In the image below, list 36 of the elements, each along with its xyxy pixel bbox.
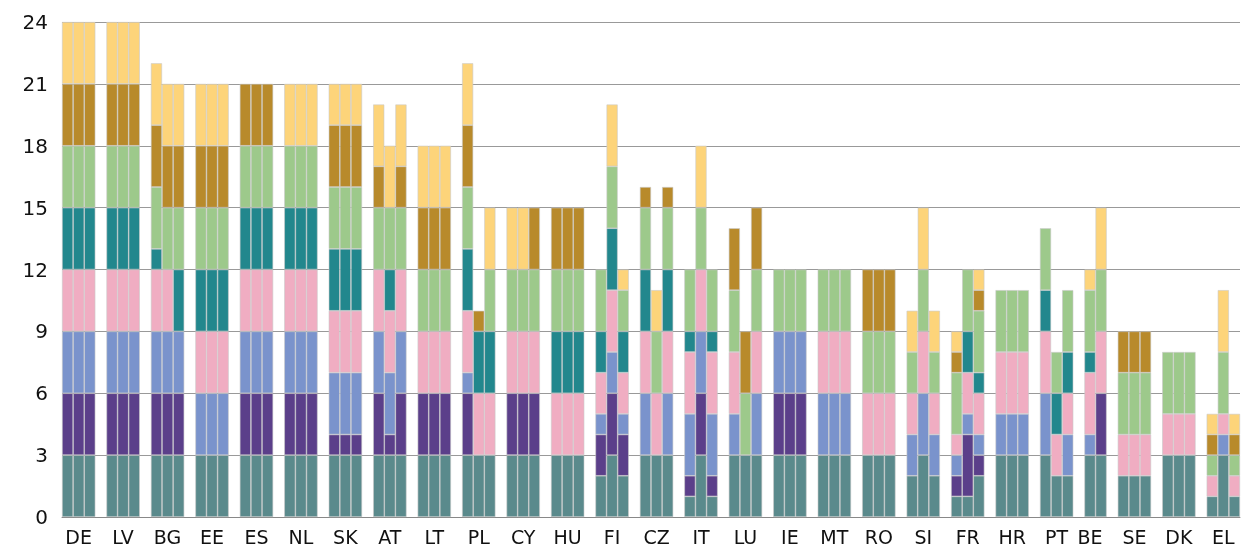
x-tick-label: FR — [955, 525, 980, 548]
x-tick-label: LU — [733, 525, 758, 548]
x-tick-label: EL — [1212, 525, 1236, 548]
x-tick-label: DK — [1165, 525, 1193, 548]
y-tick-label: 9 — [35, 319, 48, 344]
x-tick-label: CY — [510, 525, 536, 548]
x-tick-label: MT — [820, 525, 849, 548]
x-tick-label: FI — [603, 525, 621, 548]
x-tick-label: SK — [333, 525, 359, 548]
x-tick-label: IT — [692, 525, 710, 548]
x-tick-label: HU — [553, 525, 582, 548]
y-tick-label: 24 — [22, 10, 48, 34]
y-tick-label: 12 — [22, 257, 48, 282]
x-tick-label: IE — [781, 525, 799, 548]
y-tick-label: 18 — [22, 133, 48, 158]
x-tick-label: SE — [1122, 525, 1147, 548]
y-tick-label: 6 — [35, 381, 48, 406]
x-tick-label: NL — [288, 525, 314, 548]
x-tick-label: BE — [1077, 525, 1103, 548]
x-tick-label: PT — [1045, 525, 1069, 548]
x-tick-label: BG — [153, 525, 182, 548]
x-tick-label: PL — [467, 525, 491, 548]
x-tick-label: HR — [998, 525, 1026, 548]
x-tick-label: LV — [112, 525, 134, 548]
y-tick-label: 0 — [35, 505, 48, 529]
x-tick-label: AT — [378, 525, 402, 548]
x-tick-label: DE — [65, 525, 92, 548]
x-tick-label: SI — [914, 525, 933, 548]
y-tick-label: 3 — [35, 443, 48, 468]
x-tick-label: CZ — [643, 525, 670, 548]
x-tick-label: ES — [244, 525, 269, 548]
y-tick-label: 15 — [22, 195, 48, 220]
x-tick-label: LT — [424, 525, 445, 548]
x-tick-label: EE — [200, 525, 225, 548]
x-tick-label: RO — [864, 525, 893, 548]
y-tick-label: 21 — [22, 71, 48, 96]
